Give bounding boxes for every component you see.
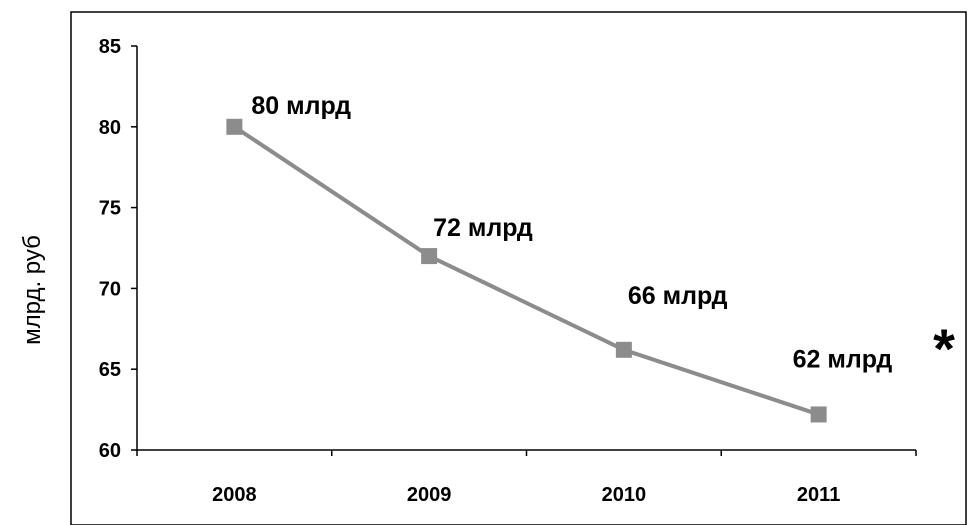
data-label: 80 млрд — [251, 92, 351, 120]
y-tick-label: 65 — [99, 359, 121, 381]
x-tick-label: 2010 — [602, 484, 647, 506]
data-point-marker — [421, 248, 437, 264]
y-tick-label: 85 — [99, 36, 121, 58]
data-label: 62 млрд — [793, 345, 893, 373]
x-tick-label: 2008 — [212, 484, 257, 506]
chart-frame — [71, 12, 966, 525]
y-tick-label: 75 — [99, 198, 121, 220]
y-tick-label: 80 — [99, 117, 121, 139]
y-axis-label: млрд. руб — [19, 235, 46, 345]
y-tick-label: 60 — [99, 440, 121, 462]
x-tick-label: 2011 — [797, 484, 840, 506]
footnote-asterisk: * — [933, 317, 955, 380]
y-tick-label: 70 — [99, 278, 121, 300]
x-tick-label: 2009 — [407, 484, 452, 506]
data-label: 72 млрд — [433, 214, 533, 242]
data-label: 66 млрд — [628, 282, 728, 310]
data-point-marker — [616, 342, 632, 358]
data-point-marker — [226, 119, 242, 135]
data-point-marker — [811, 406, 827, 422]
